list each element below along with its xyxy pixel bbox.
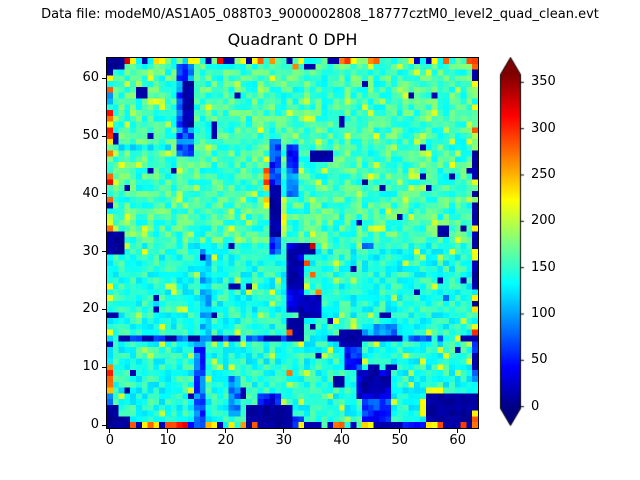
colorbar-tick-label: 300 <box>531 120 556 136</box>
y-tick-mark <box>102 77 106 79</box>
data-file-header: Data file: modeM0/AS1A05_088T03_90000028… <box>41 7 599 22</box>
x-tick-label: 10 <box>159 433 177 448</box>
colorbar-tick-label: 150 <box>531 259 556 275</box>
y-tick-mark <box>102 424 106 426</box>
x-tick-mark <box>283 429 285 433</box>
colorbar-canvas <box>495 57 525 427</box>
axes-border <box>106 57 479 429</box>
y-tick-label: 60 <box>82 70 99 86</box>
plot-title: Quadrant 0 DPH <box>227 30 358 49</box>
colorbar-tick-label: 200 <box>531 213 556 229</box>
y-tick-label: 10 <box>82 359 99 375</box>
y-tick-label: 40 <box>82 185 99 201</box>
colorbar-tick-label: 100 <box>531 305 556 321</box>
x-tick-label: 50 <box>391 433 408 448</box>
y-tick-mark <box>102 251 106 253</box>
y-tick-mark <box>102 308 106 310</box>
y-tick-label: 20 <box>82 301 99 317</box>
y-tick-label: 0 <box>90 417 99 433</box>
x-tick-label: 40 <box>333 433 351 448</box>
y-tick-label: 30 <box>82 243 99 259</box>
x-tick-mark <box>109 429 111 433</box>
y-tick-label: 50 <box>82 128 99 144</box>
x-tick-label: 20 <box>217 433 235 448</box>
y-tick-mark <box>102 135 106 137</box>
x-tick-label: 0 <box>105 433 115 448</box>
x-tick-mark <box>167 429 169 433</box>
colorbar-tick-label: 0 <box>531 398 540 414</box>
colorbar-tick-label: 50 <box>531 352 548 368</box>
y-tick-mark <box>102 193 106 195</box>
x-tick-label: 60 <box>449 433 466 448</box>
x-tick-mark <box>341 429 343 433</box>
x-tick-mark <box>457 429 459 433</box>
x-tick-mark <box>399 429 401 433</box>
heatmap-canvas <box>107 58 478 428</box>
colorbar-tick-label: 250 <box>531 166 556 182</box>
x-tick-mark <box>225 429 227 433</box>
y-tick-mark <box>102 366 106 368</box>
colorbar-tick-label: 350 <box>531 74 556 90</box>
x-tick-label: 30 <box>275 433 293 448</box>
